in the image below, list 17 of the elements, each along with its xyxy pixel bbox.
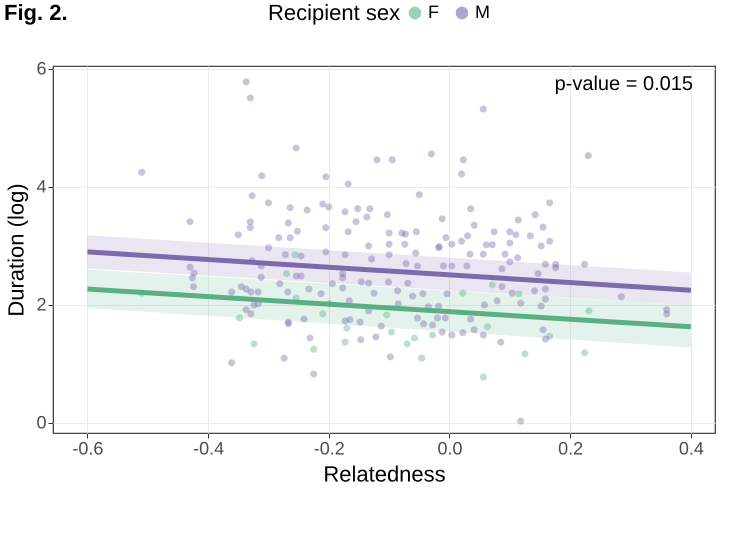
x-tick-label: 0.4 — [678, 438, 704, 458]
legend-label: F — [428, 2, 439, 22]
y-tick-label: 4 — [36, 176, 46, 196]
y-tick-label: 6 — [36, 58, 46, 78]
x-tick-label: -0.2 — [314, 438, 345, 458]
caption: Fig. 2. — [4, 0, 68, 26]
x-tick-label: -0.4 — [193, 438, 224, 458]
x-tick-label: 0.0 — [437, 438, 462, 458]
y-axis-title: Duration (log) — [3, 183, 28, 317]
y-tick-label: 2 — [36, 294, 46, 314]
x-axis-title: Relatedness — [323, 462, 446, 486]
annotation: p-value = 0.015 — [554, 73, 693, 95]
legend-title: Recipient sex — [268, 0, 400, 25]
y-tick-label: 0 — [36, 412, 46, 432]
x-tick-label: -0.6 — [72, 438, 104, 458]
legend-label: M — [475, 2, 490, 22]
x-tick-label: 0.2 — [558, 438, 584, 458]
